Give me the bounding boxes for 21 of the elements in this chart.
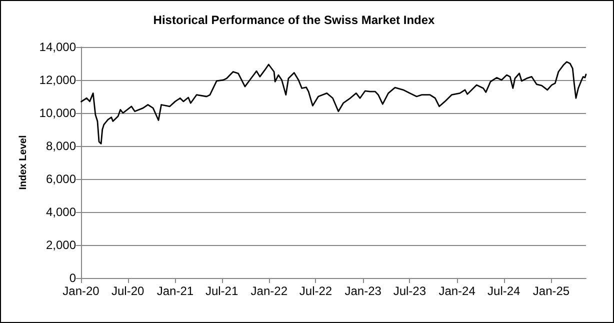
- y-tick-label: 14,000: [39, 40, 76, 54]
- x-tick-label: Jan-21: [156, 284, 194, 298]
- chart-title: Historical Performance of the Swiss Market Index: [153, 13, 436, 27]
- x-tick-label: Jan-24: [438, 284, 476, 298]
- x-tick-label: Jul-20: [112, 284, 145, 298]
- y-tick-label: 6,000: [46, 172, 76, 186]
- x-tick-label: Jul-22: [299, 284, 332, 298]
- y-tick-label: 8,000: [46, 139, 76, 153]
- y-axis-title: Index Level: [18, 135, 29, 190]
- x-tick-label: Jan-23: [344, 284, 382, 298]
- x-tick-label: Jul-23: [393, 284, 426, 298]
- x-tick-label: Jul-21: [205, 284, 238, 298]
- x-tick-label: Jan-22: [250, 284, 288, 298]
- x-tick-label: Jul-24: [488, 284, 521, 298]
- y-tick-label: 10,000: [39, 106, 76, 120]
- x-tick-label: Jan-25: [532, 284, 570, 298]
- y-tick-label: 0: [69, 271, 76, 285]
- x-tick-label: Jan-20: [62, 284, 100, 298]
- y-tick-label: 12,000: [39, 73, 76, 87]
- y-tick-label: 4,000: [46, 205, 76, 219]
- y-tick-label: 2,000: [46, 238, 76, 252]
